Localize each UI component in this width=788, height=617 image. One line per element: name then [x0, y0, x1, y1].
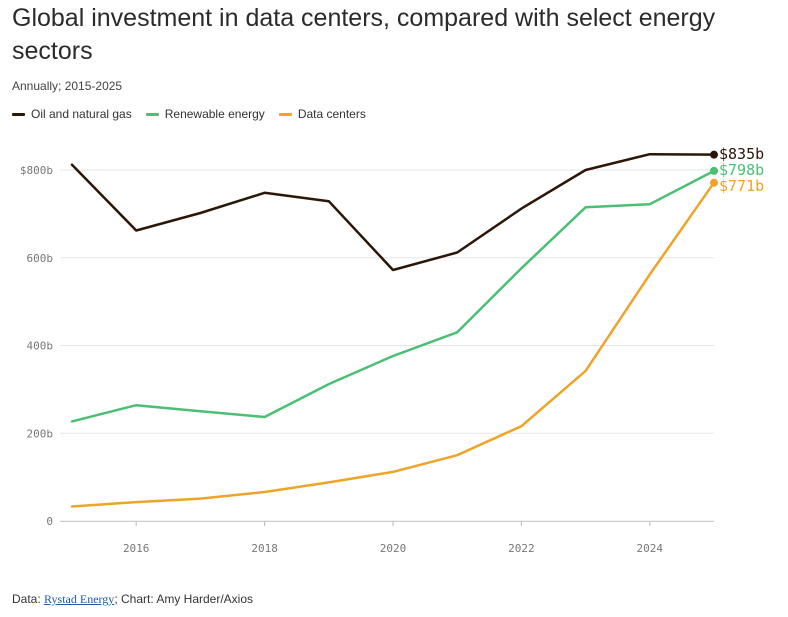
legend-swatch-data-centers — [278, 112, 292, 116]
source-note: Data: Rystad Energy; Chart: Amy Harder/A… — [12, 592, 253, 607]
x-tick-label: 2018 — [251, 542, 278, 555]
y-tick-label: 400b — [27, 340, 54, 353]
legend-swatch-oil — [12, 112, 25, 116]
chart-title: Global investment in data centers, compa… — [12, 4, 716, 65]
legend-label-renewable: Renewable energy — [164, 107, 265, 121]
end-label-data-centers: $771b — [719, 177, 764, 195]
legend-label-oil: Oil and natural gas — [31, 107, 132, 121]
legend-item-renewable: Renewable energy — [145, 107, 265, 121]
y-tick-label: 600b — [27, 252, 54, 265]
legend-item-oil: Oil and natural gas — [12, 107, 132, 121]
x-tick-label: 2016 — [123, 542, 150, 555]
series-line-renewable — [70, 169, 716, 423]
legend-swatch-renewable — [145, 112, 159, 116]
x-tick-label: 2024 — [637, 542, 664, 555]
legend-label-data-centers: Data centers — [297, 107, 366, 121]
y-tick-label: 0 — [46, 515, 53, 528]
end-point-renewable — [710, 166, 718, 175]
series-line-oil — [70, 152, 716, 272]
y-tick-label: $800b — [20, 164, 53, 177]
x-tick-label: 2020 — [380, 542, 407, 555]
end-label-oil: $835b — [719, 145, 764, 163]
legend: Oil and natural gas Renewable energy Dat… — [12, 107, 366, 121]
y-tick-label: 200b — [27, 427, 54, 440]
x-tick-label: 2022 — [508, 542, 535, 555]
source-suffix: ; Chart: Amy Harder/Axios — [114, 592, 254, 606]
legend-item-data-centers: Data centers — [278, 107, 366, 121]
end-label-renewable: $798b — [719, 161, 764, 179]
chart-subtitle: Annually; 2015-2025 — [12, 79, 123, 93]
source-link[interactable]: Rystad Energy — [44, 592, 115, 606]
source-prefix: Data: — [12, 592, 45, 606]
end-point-oil — [710, 150, 718, 159]
series-line-data-centers — [70, 181, 716, 508]
end-point-data-centers — [710, 178, 718, 187]
